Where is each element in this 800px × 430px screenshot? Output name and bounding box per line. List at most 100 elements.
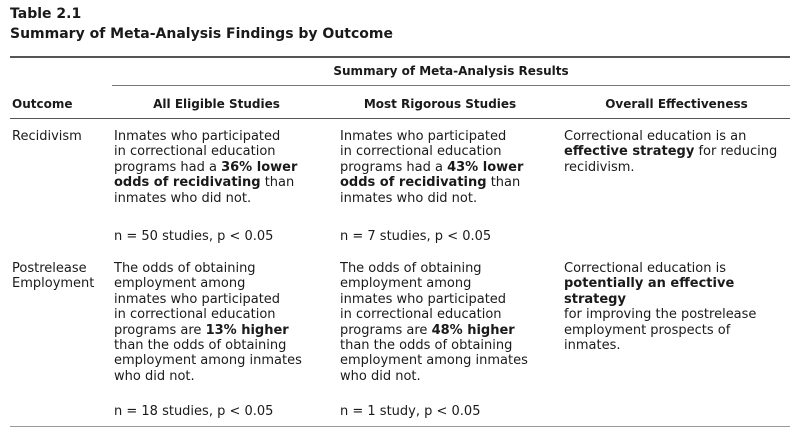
cell-text: for improving the postrelease: [564, 307, 757, 323]
cell-text: inmates who participated: [114, 291, 281, 307]
cell-line: in correctional education: [114, 144, 319, 159]
col-header-overall: Overall Effectiveness: [605, 97, 748, 111]
cell-line: Recidivism: [12, 129, 82, 144]
emphasis-text: effective strategy: [564, 144, 695, 160]
cell-line: inmates.: [564, 338, 789, 353]
cell-line: in correctional education: [114, 307, 319, 322]
cell-line: employment among: [340, 276, 540, 291]
cell-line: Employment: [12, 276, 95, 292]
cell-line: employment among: [114, 276, 319, 291]
table-label: Table 2.1: [10, 6, 82, 22]
cell-text: for reducing: [694, 144, 778, 160]
spanner-rule: [112, 85, 790, 86]
cell-line: inmates who participated: [114, 292, 319, 307]
cell-line: The odds of obtaining: [114, 261, 319, 276]
cell-line: in correctional education: [340, 144, 540, 159]
cell-text: inmates who did not.: [114, 190, 252, 206]
cell-text: inmates.: [564, 338, 621, 354]
cell-text: Inmates who participated: [114, 129, 281, 144]
cell-text: The odds of obtaining: [114, 261, 256, 276]
top-rule: [10, 56, 790, 58]
cell-text: employment among: [340, 276, 472, 292]
cell-text: in correctional education: [114, 144, 276, 160]
cell-text: employment among inmates: [340, 353, 528, 369]
cell-text: Correctional education is an: [564, 129, 747, 144]
col-header-outcome: Outcome: [12, 97, 73, 111]
cell-text: programs are: [114, 322, 206, 338]
all-eligible-cell: Inmates who participated in correctional …: [114, 129, 319, 206]
emphasis-text: 43% lower: [447, 159, 524, 175]
cell-line: employment among inmates: [114, 353, 319, 368]
stats-text: n = 18 studies, p < 0.05: [114, 404, 274, 419]
cell-text: employment among: [114, 276, 246, 292]
emphasis-text: potentially an effective strategy: [564, 276, 735, 307]
cell-line: effective strategy for reducing: [564, 144, 789, 159]
spanner-header: Summary of Meta-Analysis Results: [333, 64, 569, 78]
cell-text: employment among inmates: [114, 353, 302, 369]
cell-line: than the odds of obtaining: [340, 338, 540, 353]
cell-line: Correctional education is: [564, 261, 789, 276]
cell-line: Inmates who participated: [114, 129, 319, 144]
cell-text: Inmates who participated: [340, 129, 507, 144]
cell-line: in correctional education: [340, 307, 540, 322]
cell-line: for improving the postrelease: [564, 307, 789, 322]
cell-text: The odds of obtaining: [340, 261, 482, 276]
overall-effectiveness-cell: Correctional education is an effective st…: [564, 129, 789, 175]
col-header-all-eligible: All Eligible Studies: [153, 97, 280, 111]
cell-line: than the odds of obtaining: [114, 338, 319, 353]
emphasis-text: 13% higher: [205, 322, 289, 338]
emphasis-text: odds of recidivating: [114, 175, 261, 191]
cell-line: programs had a 36% lower: [114, 160, 319, 175]
cell-text: inmates who participated: [340, 291, 507, 307]
bottom-rule: [10, 426, 790, 427]
table-title: Summary of Meta-Analysis Findings by Out…: [10, 26, 393, 42]
cell-text: programs had a: [114, 159, 222, 175]
cell-line: odds of recidivating than: [340, 175, 540, 190]
header-rule: [10, 118, 790, 119]
cell-text: recidivism.: [564, 159, 635, 175]
cell-line: odds of recidivating than: [114, 175, 319, 190]
cell-line: recidivism.: [564, 160, 789, 175]
cell-line: who did not.: [340, 369, 540, 384]
most-rigorous-cell: Inmates who participated in correctional …: [340, 129, 540, 206]
stats-text: n = 1 study, p < 0.05: [340, 404, 481, 419]
all-eligible-cell: The odds of obtaining employment among inm…: [114, 261, 319, 384]
cell-text: employment prospects of: [564, 322, 731, 338]
cell-line: Inmates who participated: [340, 129, 540, 144]
cell-line: programs are 48% higher: [340, 323, 540, 338]
col-header-most-rigorous: Most Rigorous Studies: [363, 97, 517, 111]
cell-line: The odds of obtaining: [340, 261, 540, 276]
cell-text: who did not.: [340, 368, 421, 384]
cell-line: programs are 13% higher: [114, 323, 319, 338]
cell-text: than: [260, 175, 295, 191]
cell-line: potentially an effective strategy: [564, 276, 789, 307]
cell-line: programs had a 43% lower: [340, 160, 540, 175]
cell-text: in correctional education: [340, 144, 502, 160]
cell-line: who did not.: [114, 369, 319, 384]
cell-line: employment prospects of: [564, 323, 789, 338]
cell-line: inmates who did not.: [340, 191, 540, 206]
cell-text: who did not.: [114, 368, 195, 384]
cell-text: in correctional education: [340, 307, 502, 323]
cell-text: than: [486, 175, 521, 191]
cell-line: inmates who did not.: [114, 191, 319, 206]
emphasis-text: 36% lower: [221, 159, 298, 175]
table-caption: Table 2.1 Summary of Meta-Analysis Findi…: [10, 4, 393, 44]
cell-line: Correctional education is an: [564, 129, 789, 144]
overall-effectiveness-cell: Correctional education is potentially an …: [564, 261, 789, 353]
cell-text: than the odds of obtaining: [340, 338, 513, 354]
stats-text: n = 7 studies, p < 0.05: [340, 229, 492, 244]
cell-text: in correctional education: [114, 307, 276, 323]
cell-line: inmates who participated: [340, 292, 540, 307]
cell-text: programs had a: [340, 159, 448, 175]
most-rigorous-cell: The odds of obtaining employment among inm…: [340, 261, 540, 384]
cell-text: Correctional education is: [564, 261, 726, 276]
cell-line: employment among inmates: [340, 353, 540, 368]
cell-text: than the odds of obtaining: [114, 338, 287, 354]
emphasis-text: odds of recidivating: [340, 175, 487, 191]
cell-line: Postrelease: [12, 261, 87, 276]
outcome-cell: Recidivism: [12, 129, 82, 144]
cell-text: programs are: [340, 322, 432, 338]
outcome-cell: Postrelease Employment: [12, 261, 94, 292]
emphasis-text: 48% higher: [431, 322, 515, 338]
